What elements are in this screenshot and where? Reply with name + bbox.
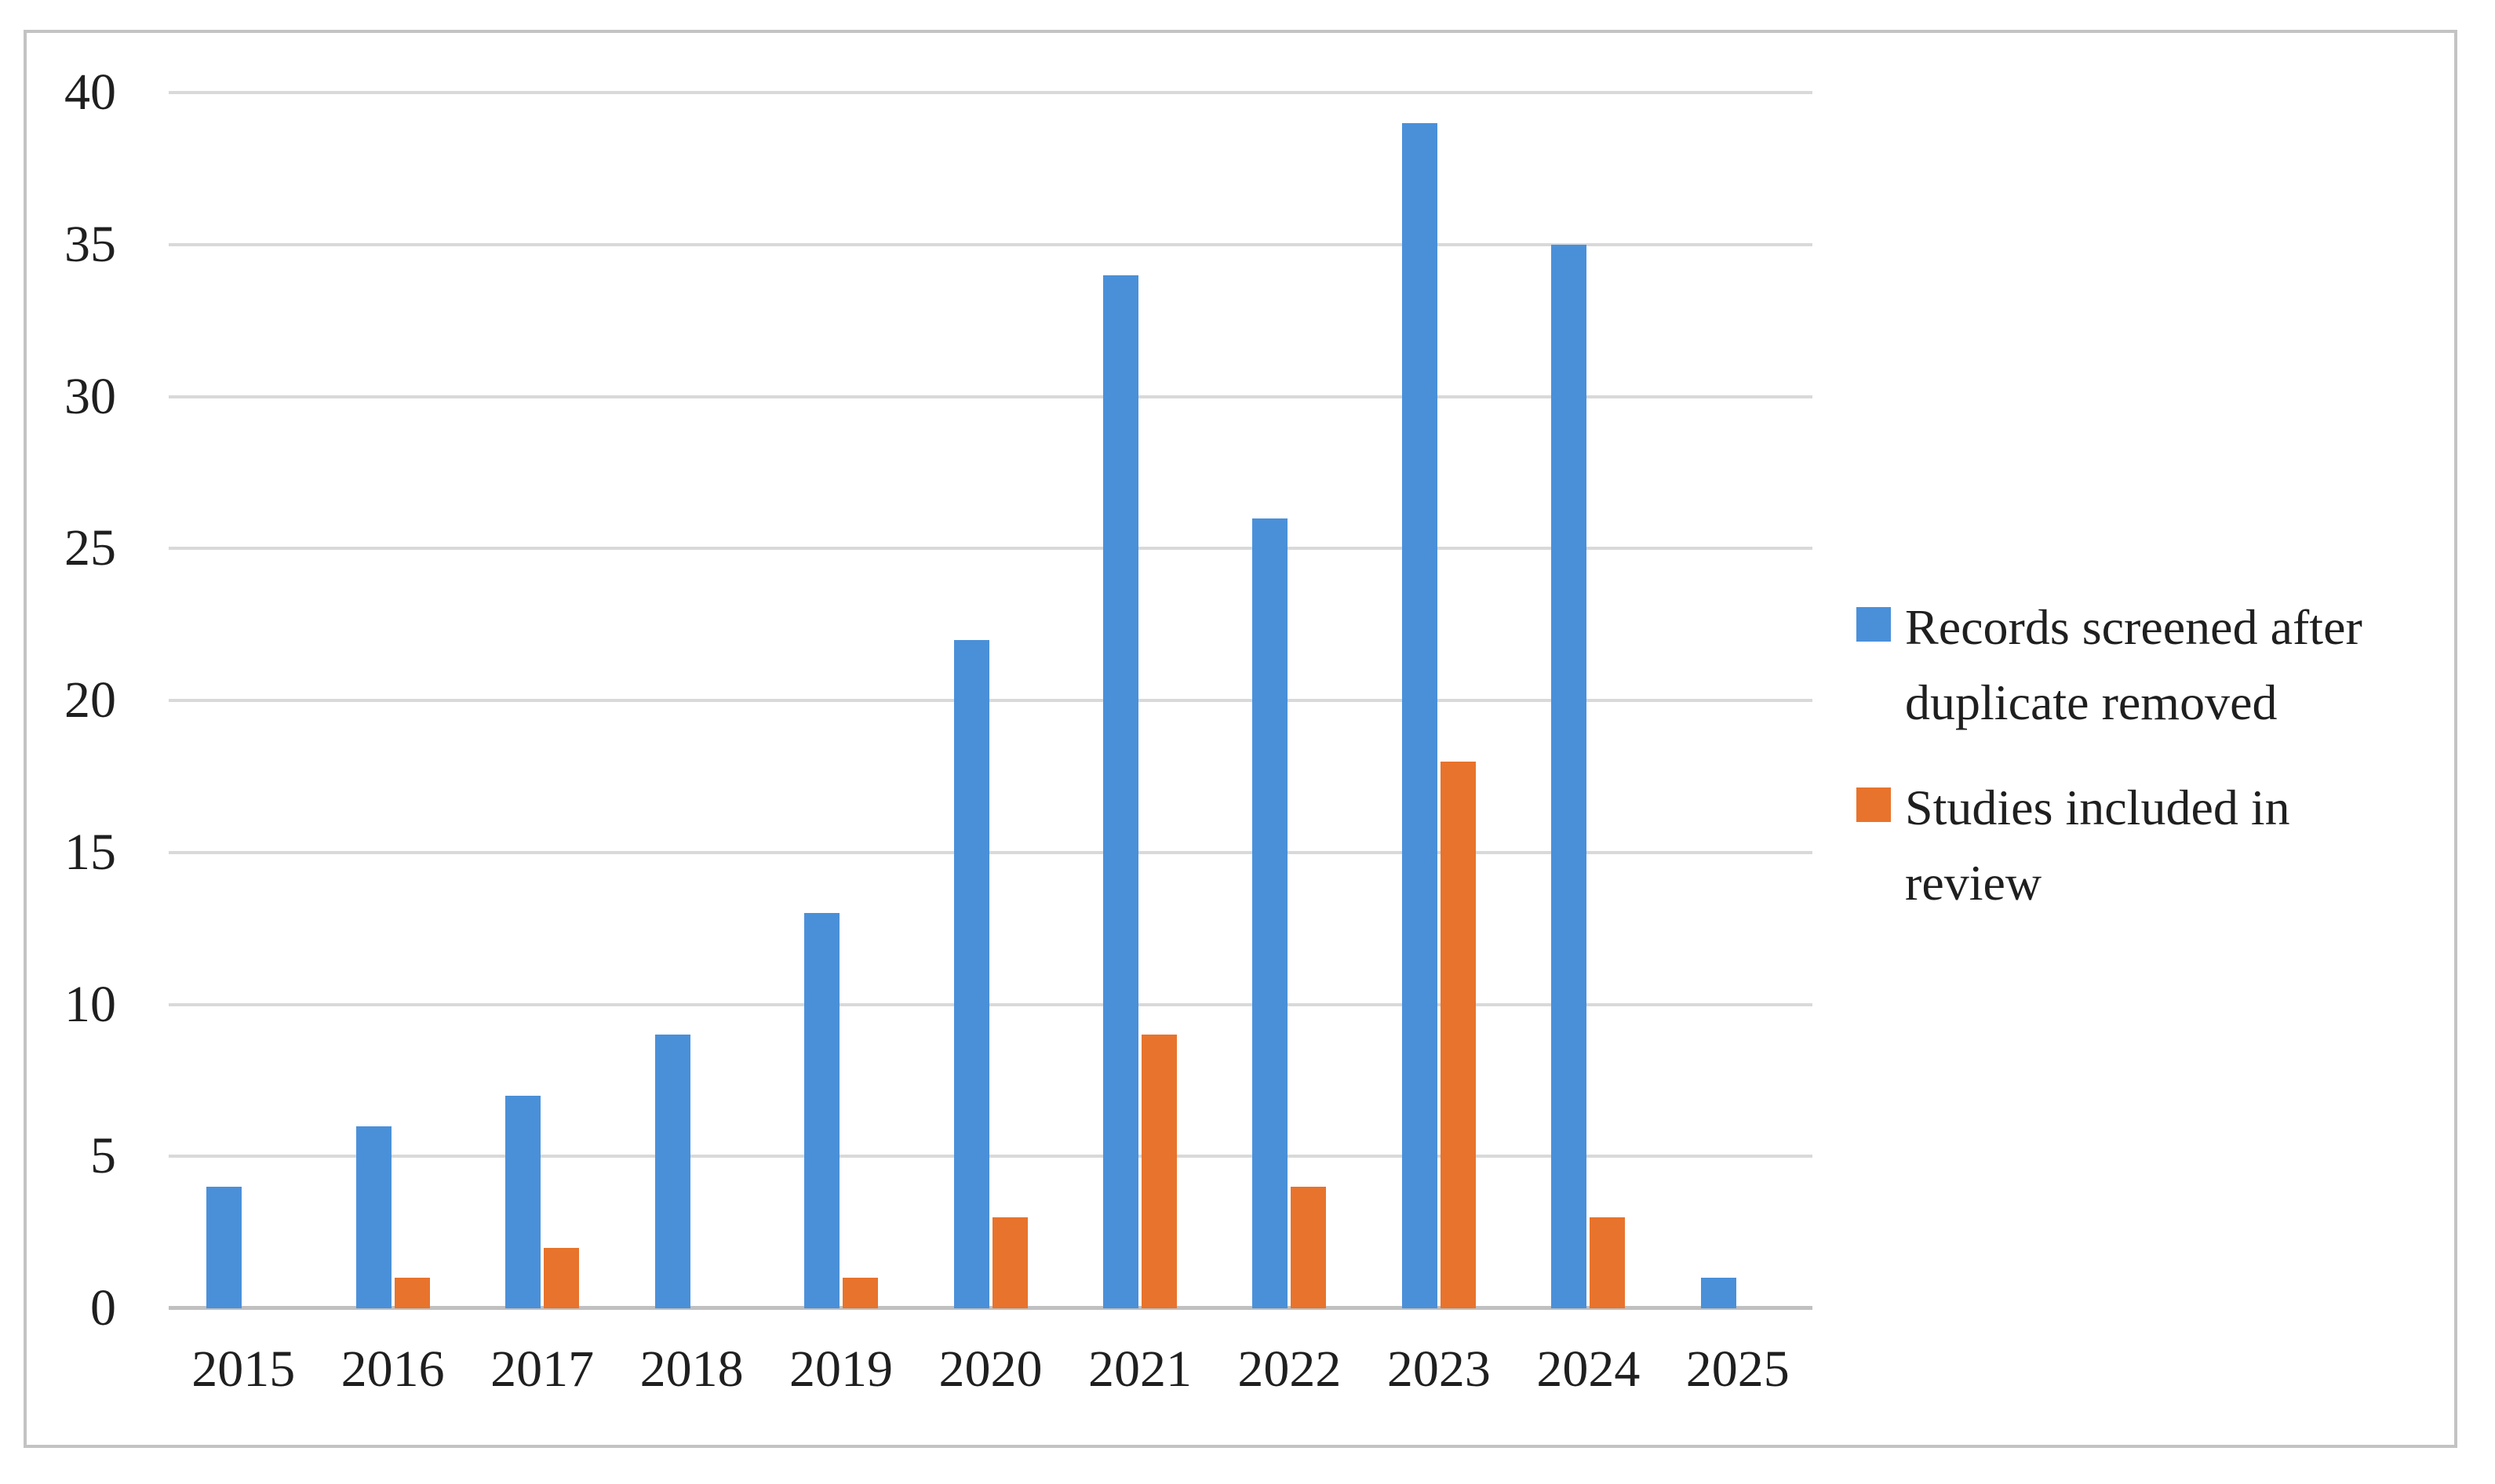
x-tick-label-2024: 2024 <box>1536 1340 1641 1398</box>
x-tick-label-2025: 2025 <box>1685 1340 1790 1398</box>
x-tick-label-2016: 2016 <box>341 1340 445 1398</box>
x-tick-label-2022: 2022 <box>1237 1340 1342 1398</box>
bar-records-2019 <box>804 913 840 1308</box>
gridline-40 <box>169 91 1812 94</box>
legend-swatch-records <box>1856 607 1891 642</box>
gridline-20 <box>169 699 1812 702</box>
y-tick-label-30: 30 <box>64 367 116 425</box>
bar-studies-2016 <box>394 1278 430 1308</box>
gridline-35 <box>169 242 1812 246</box>
x-tick-label-2019: 2019 <box>789 1340 894 1398</box>
y-tick-label-35: 35 <box>64 215 116 273</box>
bar-records-2021 <box>1102 275 1138 1308</box>
legend-item-studies: Studies included in review <box>1856 770 2406 921</box>
x-tick-label-2023: 2023 <box>1386 1340 1491 1398</box>
gridline-15 <box>169 850 1812 854</box>
bar-records-2018 <box>654 1035 690 1308</box>
x-tick-label-2017: 2017 <box>490 1340 595 1398</box>
y-tick-label-10: 10 <box>64 975 116 1033</box>
y-tick-label-0: 0 <box>90 1279 116 1337</box>
bar-studies-2019 <box>843 1278 879 1308</box>
bar-studies-2021 <box>1141 1035 1177 1308</box>
legend-swatch-studies <box>1856 787 1891 822</box>
bar-records-2015 <box>206 1187 242 1308</box>
x-tick-label-2018: 2018 <box>639 1340 744 1398</box>
bar-studies-2017 <box>544 1247 580 1308</box>
bar-records-2016 <box>355 1126 392 1308</box>
bar-studies-2022 <box>1291 1187 1327 1308</box>
x-tick-label-2020: 2020 <box>938 1340 1043 1398</box>
x-tick-label-2021: 2021 <box>1087 1340 1192 1398</box>
bar-records-2023 <box>1401 122 1437 1308</box>
gridline-30 <box>169 395 1812 398</box>
bar-studies-2020 <box>992 1217 1028 1308</box>
bar-records-2020 <box>953 639 989 1308</box>
gridline-10 <box>169 1002 1812 1006</box>
legend-item-records: Records screened after duplicate removed <box>1856 590 2406 740</box>
x-tick-label-2015: 2015 <box>191 1340 296 1398</box>
legend: Records screened after duplicate removed… <box>1856 590 2406 951</box>
bar-studies-2023 <box>1440 761 1476 1308</box>
y-tick-label-40: 40 <box>64 64 116 121</box>
gridline-25 <box>169 547 1812 551</box>
legend-label: Records screened after duplicate removed <box>1905 599 2362 730</box>
y-tick-label-20: 20 <box>64 671 116 729</box>
bar-records-2017 <box>505 1095 541 1308</box>
gridline-5 <box>169 1155 1812 1158</box>
chart-border-frame <box>24 30 2457 1448</box>
x-axis-line <box>169 1306 1812 1310</box>
y-tick-label-5: 5 <box>90 1127 116 1185</box>
plot-area <box>169 91 1812 1310</box>
bar-records-2024 <box>1551 244 1587 1308</box>
legend-label: Studies included in review <box>1905 780 2290 911</box>
bar-records-2022 <box>1252 518 1288 1308</box>
bar-studies-2024 <box>1590 1217 1626 1308</box>
y-tick-label-15: 15 <box>64 823 116 881</box>
y-tick-label-25: 25 <box>64 519 116 577</box>
bar-records-2025 <box>1700 1278 1736 1308</box>
